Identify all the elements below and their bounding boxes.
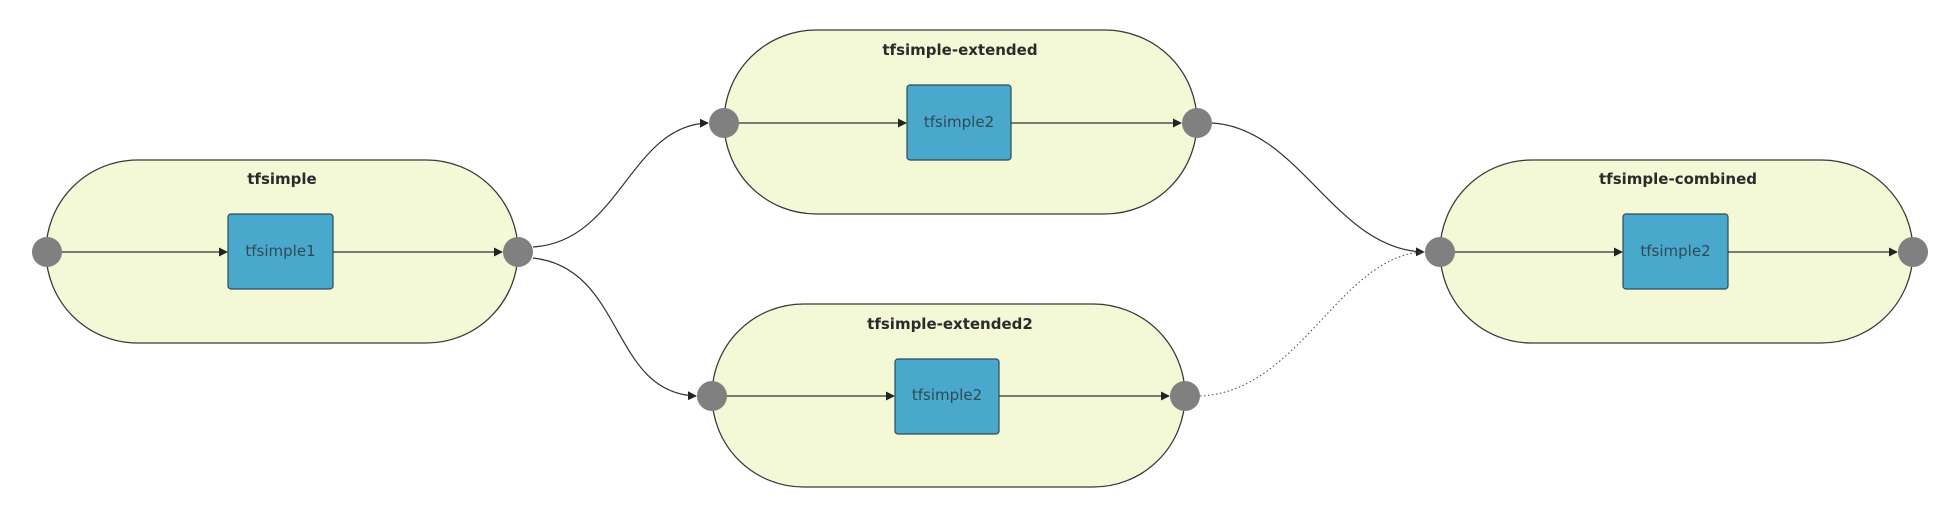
pipeline-tfsimple-extended[interactable]: tfsimple-extended tfsimple2: [709, 29, 1212, 215]
connection-tfsimple-to-tfsimple-extended: [532, 118, 709, 248]
pipeline-title: tfsimple-combined: [1599, 170, 1757, 188]
input-port[interactable]: [32, 237, 62, 267]
input-port[interactable]: [709, 108, 739, 138]
output-port[interactable]: [503, 237, 533, 267]
output-port[interactable]: [1182, 108, 1212, 138]
step-label: tfsimple2: [912, 386, 982, 404]
input-port[interactable]: [1425, 237, 1455, 267]
pipeline-tfsimple-combined[interactable]: tfsimple-combined tfsimple2: [1425, 159, 1928, 344]
connection-tfsimple-extended2-to-tfsimple-combined: [1199, 251, 1425, 397]
pipeline-tfsimple[interactable]: tfsimple tfsimple1: [32, 159, 533, 344]
pipeline-title: tfsimple-extended: [882, 41, 1037, 59]
output-port[interactable]: [1898, 237, 1928, 267]
pipeline-tfsimple-extended2[interactable]: tfsimple-extended2 tfsimple2: [697, 303, 1200, 488]
step-label: tfsimple2: [924, 113, 994, 131]
step-label: tfsimple1: [245, 242, 315, 260]
step-label: tfsimple2: [1640, 242, 1710, 260]
pipeline-title: tfsimple: [247, 170, 316, 188]
connection-tfsimple-to-tfsimple-extended2: [532, 257, 697, 401]
output-port[interactable]: [1170, 381, 1200, 411]
pipeline-title: tfsimple-extended2: [867, 315, 1033, 333]
input-port[interactable]: [697, 381, 727, 411]
connection-tfsimple-extended-to-tfsimple-combined: [1211, 122, 1425, 257]
